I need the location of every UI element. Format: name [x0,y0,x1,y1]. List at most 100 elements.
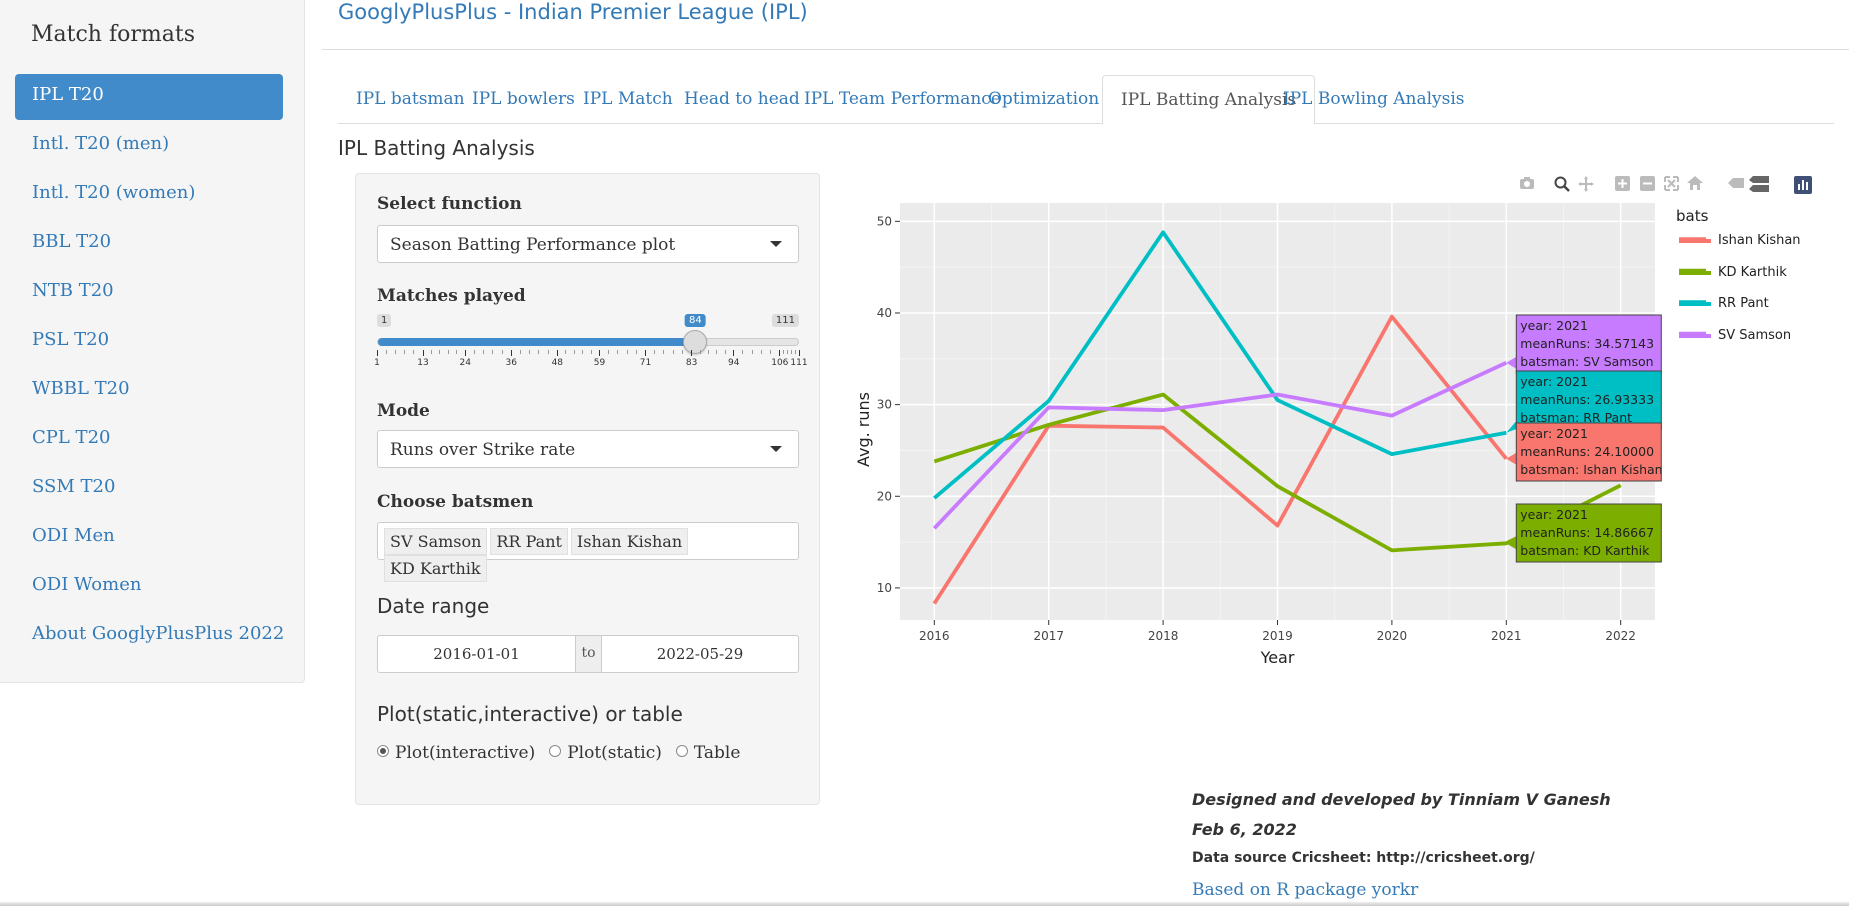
tab-ipl-bowlers[interactable]: IPL bowlers [472,89,575,109]
slider-tick [599,350,600,356]
output-option-plot-static[interactable]: Plot(static) [549,743,662,763]
function-select[interactable]: Season Batting Performance plot [377,225,799,263]
footer-yorkr-link[interactable]: Based on R package yorkr [1192,880,1419,900]
slider-tick [556,350,558,356]
zoom-icon[interactable] [1554,176,1570,196]
tab-ipl-batting-analysis[interactable]: IPL Batting Analysis [1102,75,1316,125]
sidebar-item-odi-women[interactable]: ODI Women [32,574,142,595]
sidebar-item-wbbl-t20[interactable]: WBBL T20 [32,378,130,399]
batting-chart[interactable]: 10 20 30 40 50 2016 2017 2018 2019 2020 2021 2022 Ye… [848,170,1708,785]
slider-max-label: 111 [771,314,799,327]
sidebar-item-bbl-t20[interactable]: BBL T20 [32,231,112,252]
slider-minor-tick [439,350,441,354]
slider-minor-tick [699,350,701,354]
zoom-in-icon[interactable] [1615,176,1630,195]
tab-head-to-head[interactable]: Head to head [684,89,800,109]
sidebar-item-odi-men[interactable]: ODI Men [32,525,115,546]
slider-tick [376,350,378,356]
slider-minor-tick [724,350,726,354]
camera-icon[interactable] [1519,176,1535,194]
slider-minor-tick [794,350,796,354]
sidebar-item-ipl-t20[interactable]: IPL T20 [15,74,283,120]
batsman-chip[interactable]: SV Samson [384,528,488,555]
zoom-out-icon[interactable] [1640,176,1655,195]
matches-slider[interactable]: 1 111 84 1 13 24 36 48 59 71 83 94 106 111 [374,314,808,374]
hover-box [1515,422,1662,482]
footer-data-source: Data source Cricsheet: http://cricsheet.… [1192,850,1535,866]
footer-designed-by: Designed and developed by Tinniam V Gane… [1192,790,1611,809]
function-label: Select function [377,194,522,214]
date-to-input[interactable]: 2022-05-29 [656,645,744,663]
chevron-down-icon [770,241,782,247]
slider-min-label: 1 [377,314,392,327]
slider-minor-tick [626,350,628,354]
plotly-logo-icon[interactable] [1794,176,1812,198]
mode-select[interactable]: Runs over Strike rate [377,430,799,468]
spike-lines-icon[interactable] [1728,176,1744,192]
batsman-chip[interactable]: Ishan Kishan [570,528,689,555]
mode-label: Mode [377,401,430,421]
reset-axes-icon[interactable] [1687,176,1703,194]
legend-swatch-line [1679,239,1711,243]
output-type-label: Plot(static,interactive) or table [377,702,683,726]
slider-tick-label: 24 [459,358,471,368]
y-tick-label: 50 [877,214,892,228]
tab-ipl-team-performance[interactable]: IPL Team Performance [804,89,1001,109]
autoscale-icon[interactable] [1664,176,1679,195]
radio-button[interactable] [675,745,688,757]
function-select-value: Season Batting Performance plot [390,235,676,255]
tab-ipl-bowling-analysis[interactable]: IPL Bowling Analysis [1283,89,1465,109]
sidebar-item-ssm-t20[interactable]: SSM T20 [32,476,116,497]
sidebar-item-intl-t20-women[interactable]: Intl. T20 (women) [32,182,196,203]
sidebar-item-intl-t20-men[interactable]: Intl. T20 (men) [32,133,170,154]
slider-tick-label: 36 [505,358,517,368]
series-line-sv-samson[interactable] [932,361,1508,530]
sidebar-title: Match formats [31,22,195,47]
y-tick-label: 20 [877,489,892,503]
batsmen-label: Choose batsmen [377,492,534,512]
slider-minor-tick [385,350,387,354]
hover-closest-icon[interactable] [1749,176,1769,198]
sidebar-item-ntb-t20[interactable]: NTB T20 [32,280,114,301]
radio-button[interactable] [549,745,562,757]
batsman-chip[interactable]: KD Karthik [384,555,487,582]
slider-minor-tick [590,350,592,354]
hover-label: year: 2021 meanRuns: 34.57143 batsman: SV … [1506,314,1662,374]
legend-title: batsman [1676,207,1708,225]
series-line-ishan-kishan[interactable] [932,314,1508,605]
series-line-rr-pant[interactable] [933,230,1507,500]
radio-button[interactable] [377,745,389,757]
slider-track[interactable] [377,338,799,346]
date-from-input[interactable]: 2016-01-01 [433,645,520,663]
hover-text: batsman: RR Pant [1520,410,1632,425]
batsman-chip[interactable]: RR Pant [490,528,568,555]
slider-tick [422,350,424,356]
tab-bar: IPL batsman IPL bowlers IPL Match Head to h… [338,75,1834,125]
output-option-plot-interactive[interactable]: Plot(interactive) [377,743,535,763]
slider-minor-tick [663,350,665,354]
sidebar-item-about-googlyplusplus-2022[interactable]: About GooglyPlusPlus 2022 [32,623,285,644]
x-tick-label: 2019 [1262,629,1293,643]
output-option-table[interactable]: Table [675,743,741,763]
batsmen-multiselect[interactable]: SV Samson RR Pant Ishan Kishan KD Karthik [377,522,799,582]
slider-handle[interactable] [683,330,708,354]
x-axis-label: Year [1260,648,1295,667]
slider-minor-tick [742,350,744,354]
slider-tick [798,350,800,356]
section-title: IPL Batting Analysis [338,136,535,160]
tab-optimization[interactable]: Optimization [988,89,1100,109]
tab-ipl-match[interactable]: IPL Match [583,89,673,109]
sidebar-item-psl-t20[interactable]: PSL T20 [32,329,110,350]
x-tick-label: 2020 [1377,629,1408,643]
date-range-label: Date range [377,594,490,618]
x-tick-label: 2018 [1148,629,1179,643]
radio-label: Plot(static) [567,743,662,763]
pan-icon[interactable] [1578,176,1594,196]
control-panel: Select function Season Batting Performan… [355,173,820,805]
sidebar-item-cpl-t20[interactable]: CPL T20 [32,427,111,448]
legend-swatch-line [1679,302,1711,306]
radio-label: Table [693,743,741,763]
y-tick-label: 40 [877,306,892,320]
tab-ipl-batsman[interactable]: IPL batsman [356,89,465,109]
app-title[interactable]: GooglyPlusPlus - Indian Premier League (… [338,0,808,24]
